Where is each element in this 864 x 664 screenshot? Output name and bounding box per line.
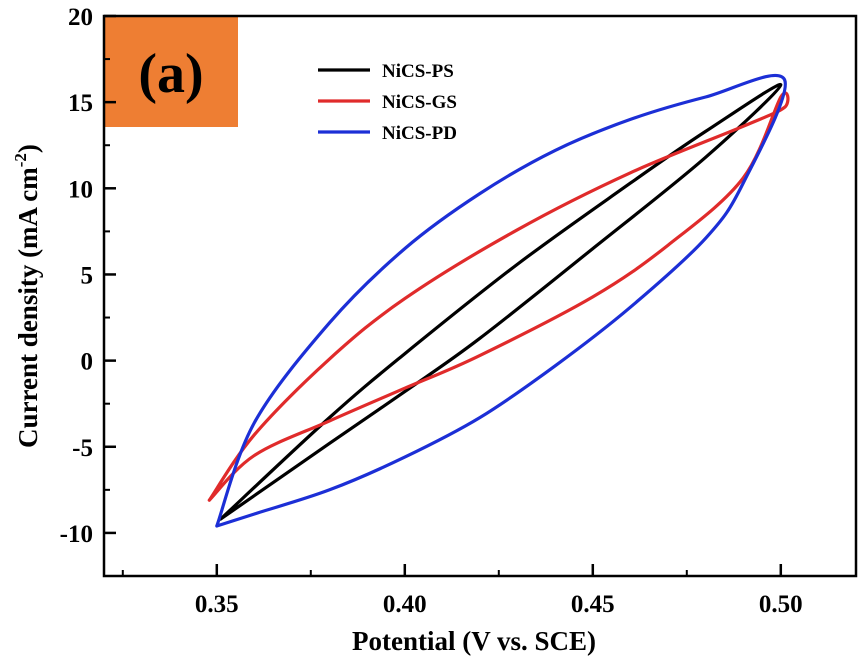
x-tick-label: 0.40: [383, 591, 427, 618]
y-tick-label: 15: [68, 90, 93, 117]
x-tick-label: 0.45: [571, 591, 615, 618]
legend-label: NiCS-PD: [382, 123, 457, 144]
y-tick-label: -5: [72, 435, 93, 462]
panel-label-box: [105, 16, 238, 127]
legend-label: NiCS-PS: [382, 61, 454, 82]
plot-frame: [102, 14, 858, 578]
x-axis-title: Potential (V vs. SCE): [352, 626, 596, 656]
y-tick-label: 0: [81, 349, 94, 376]
y-axis-title: Current density (mA cm-2): [11, 144, 43, 448]
x-tick-label: 0.50: [759, 591, 803, 618]
legend-label: NiCS-GS: [382, 92, 457, 113]
legend: NiCS-PS NiCS-GS NiCS-PD: [318, 61, 457, 144]
series-curve-nics-gs: [207, 91, 790, 502]
y-tick-label: 20: [68, 4, 93, 31]
series-curve-nics-ps: [219, 83, 783, 521]
y-tick-label: -10: [60, 521, 93, 548]
axis-ticks: 0.35 0.40 0.45 0.50 -10 -5 0 5 10 15 20: [60, 4, 803, 618]
y-tick-label: 10: [68, 176, 93, 203]
x-tick-label: 0.35: [195, 591, 239, 618]
y-tick-label: 5: [81, 262, 94, 289]
data-curves: [207, 73, 790, 528]
series-curve-nics-pd: [215, 73, 787, 528]
panel-label: (a): [138, 43, 203, 105]
